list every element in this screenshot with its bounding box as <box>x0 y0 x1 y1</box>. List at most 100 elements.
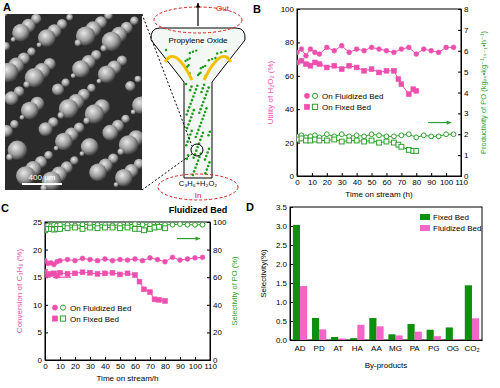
tick: CO₂ <box>464 340 479 353</box>
tick-mark <box>75 357 76 360</box>
data-point <box>178 222 183 226</box>
micrograph <box>5 14 142 190</box>
data-point <box>308 47 313 52</box>
bar <box>453 339 460 340</box>
legend-marker <box>60 316 65 321</box>
catalyst-particle <box>195 49 197 51</box>
data-point <box>444 132 449 137</box>
catalyst-particle <box>201 104 204 107</box>
tick-label: 20 <box>33 246 42 255</box>
data-point <box>73 225 78 230</box>
catalyst-particle <box>201 118 204 121</box>
bar <box>357 325 364 340</box>
bar <box>350 338 357 340</box>
particle <box>5 125 13 137</box>
catalyst-particle <box>211 58 213 60</box>
tick-label: HA <box>352 344 364 353</box>
catalyst-particle <box>184 60 186 62</box>
catalyst-particle <box>187 123 190 126</box>
data-point <box>118 257 123 262</box>
tick: 20 <box>33 246 48 255</box>
tick-mark <box>297 42 300 43</box>
tick: 40 <box>353 173 362 187</box>
y-axis-title: Conversion of C₃H₆ (%) <box>15 249 24 334</box>
catalyst-particle <box>196 132 199 135</box>
panel-label: A <box>3 1 11 13</box>
particle <box>114 182 119 187</box>
tick-mark <box>431 173 432 176</box>
data-point <box>324 132 329 137</box>
tick: 6 <box>458 47 469 56</box>
tick: AT <box>333 340 343 353</box>
data-point <box>142 228 147 233</box>
data-point <box>65 271 70 276</box>
tick-label: 2 <box>464 130 469 139</box>
tick-mark <box>458 72 461 73</box>
data-point <box>125 258 130 263</box>
tick: 20 <box>71 357 80 371</box>
scale-bar-label: 400 μm <box>29 173 56 182</box>
tick-mark <box>207 332 210 333</box>
particle <box>71 73 76 78</box>
particle <box>23 81 30 88</box>
tick-mark <box>180 357 181 360</box>
bar <box>312 318 319 340</box>
tick: 80 <box>207 246 222 255</box>
bar <box>300 286 307 340</box>
tick-label: AD <box>294 344 305 353</box>
plot-frame <box>45 222 210 360</box>
data-point <box>324 138 329 143</box>
tick: 3 <box>458 109 469 118</box>
catalyst-particle <box>204 111 207 114</box>
zoom-circle <box>191 144 203 156</box>
panel: 0102030405060708090100110020406080100012… <box>253 3 488 199</box>
tick: 40 <box>101 357 110 371</box>
particle <box>117 148 124 155</box>
tick-mark <box>105 357 106 360</box>
catalyst-particle <box>200 121 203 124</box>
axis-line <box>298 10 301 177</box>
tick-mark <box>290 340 293 341</box>
tick-mark <box>372 173 373 176</box>
tick: AA <box>371 340 382 353</box>
data-point <box>133 273 138 278</box>
data-point <box>73 271 78 276</box>
data-point <box>406 132 411 137</box>
data-point <box>436 134 441 139</box>
catalyst-particle <box>204 65 206 67</box>
particle <box>37 42 42 47</box>
x-axis-title: Time on stream/h <box>97 374 159 383</box>
arrow-head <box>447 120 452 124</box>
particle <box>125 81 135 91</box>
catalyst-particle <box>196 163 199 166</box>
tick: 1.0 <box>276 298 293 307</box>
tick: 0.0 <box>276 336 293 345</box>
data-point <box>384 48 389 53</box>
tick-mark <box>195 357 196 360</box>
data-point <box>429 134 434 139</box>
bar <box>427 330 434 340</box>
tick-mark <box>290 321 293 322</box>
tick-label: 100 <box>189 362 203 371</box>
catalyst-particle <box>189 89 192 92</box>
tick-label: 80 <box>161 362 170 371</box>
tick-label: PG <box>428 344 440 353</box>
y-axis: 0.00.51.01.52.02.53.03.5 <box>276 203 293 345</box>
data-point <box>163 226 168 231</box>
zoom-line <box>142 154 192 190</box>
tick-label: AA <box>371 344 382 353</box>
tick-mark <box>135 357 136 360</box>
data-point <box>392 68 397 73</box>
legend-label: Fixed Bed <box>433 213 469 222</box>
tick: 60 <box>383 173 392 187</box>
data-point <box>148 255 153 260</box>
catalyst-particle <box>205 107 208 110</box>
particle <box>80 151 85 156</box>
data-point <box>369 132 374 137</box>
catalyst-particle <box>187 110 190 113</box>
catalyst-particle <box>192 51 194 53</box>
tick-mark <box>458 51 461 52</box>
data-point <box>140 258 145 263</box>
tick-label: 0 <box>464 172 469 181</box>
tick-label: 3.0 <box>276 222 288 231</box>
